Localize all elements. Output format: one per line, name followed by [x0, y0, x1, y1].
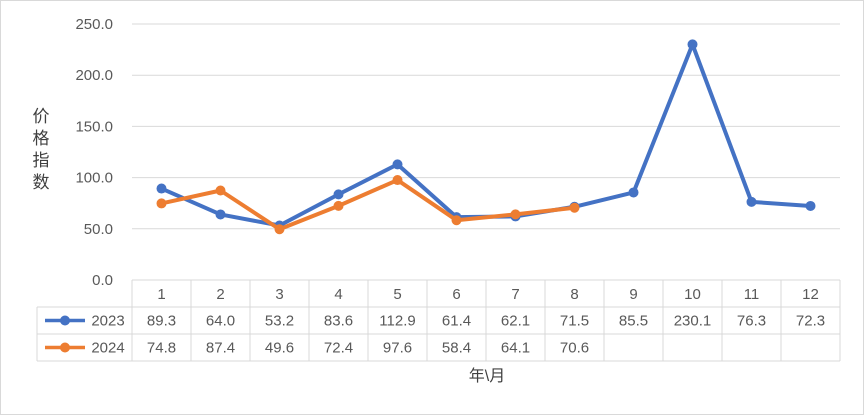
data-point-2023 [156, 183, 167, 194]
data-table-value: 61.4 [442, 313, 471, 330]
x-tick-label: 3 [275, 286, 283, 303]
x-tick-label: 10 [684, 286, 701, 303]
y-axis-label-char: 格 [33, 129, 50, 148]
data-point-2024 [451, 215, 462, 226]
data-point-2023 [392, 159, 403, 170]
x-tick-label: 8 [570, 286, 578, 303]
y-tick-label: 50.0 [84, 221, 113, 238]
data-table-value: 64.1 [501, 340, 530, 357]
data-point-2023 [687, 39, 698, 50]
data-point-2024 [510, 209, 521, 220]
data-point-2024 [215, 185, 226, 196]
data-table-value: 83.6 [324, 313, 353, 330]
series-line-2023 [159, 42, 813, 228]
data-table-value: 112.9 [379, 313, 415, 330]
legend-key-marker [60, 342, 70, 353]
data-table-value: 74.8 [147, 340, 176, 357]
data-point-2024 [274, 224, 285, 235]
x-tick-label: 7 [511, 286, 519, 303]
data-point-2024 [569, 202, 580, 213]
data-point-2024 [156, 198, 167, 209]
x-tick-label: 1 [157, 286, 165, 303]
x-tick-label: 6 [452, 286, 460, 303]
y-tick-label: 150.0 [75, 118, 113, 135]
y-axis-label-char: 指 [33, 151, 50, 170]
data-point-2023 [746, 196, 757, 207]
data-table-value: 49.6 [265, 340, 294, 357]
data-table-value: 62.1 [501, 313, 530, 330]
x-tick-label: 12 [802, 286, 819, 303]
x-tick-label: 5 [393, 286, 401, 303]
data-table-value: 64.0 [206, 313, 235, 330]
legend-key-marker [60, 315, 70, 326]
data-table-value: 72.3 [796, 313, 825, 330]
data-point-2023 [215, 209, 226, 220]
y-tick-label: 200.0 [75, 67, 113, 84]
legend-series-name: 2024 [91, 340, 124, 357]
data-table-value: 85.5 [619, 313, 648, 330]
data-table-value: 53.2 [265, 313, 294, 330]
data-table-value: 97.6 [383, 340, 412, 357]
y-tick-label: 250.0 [75, 16, 113, 33]
y-axis-ticks: 0.0 50.0 100.0 150.0 200.0 250.0 [75, 16, 113, 289]
y-tick-label: 100.0 [75, 170, 113, 187]
x-tick-label: 4 [334, 286, 342, 303]
data-table-value: 71.5 [560, 313, 589, 330]
data-point-2023 [628, 187, 639, 198]
legend-series-name: 2023 [91, 313, 124, 330]
data-point-2023 [805, 200, 816, 211]
y-tick-label: 0.0 [92, 272, 113, 289]
series-lines [156, 39, 816, 235]
data-point-2024 [333, 200, 344, 211]
x-tick-label: 11 [744, 286, 760, 303]
data-table-value: 72.4 [324, 340, 353, 357]
y-axis-label-char: 数 [33, 173, 50, 192]
series-line-2024 [159, 178, 577, 232]
data-table-value: 76.3 [737, 313, 766, 330]
x-axis-label: 年\月 [469, 367, 505, 385]
data-table-value: 70.6 [560, 340, 589, 357]
data-table-value: 89.3 [147, 313, 176, 330]
x-tick-label: 9 [629, 286, 637, 303]
data-point-2023 [333, 189, 344, 200]
data-table-value: 87.4 [206, 340, 235, 357]
data-table-value: 58.4 [442, 340, 471, 357]
data-point-2024 [392, 175, 403, 186]
data-table-value: 230.1 [674, 313, 712, 330]
y-axis-label-char: 价 [33, 107, 50, 126]
x-tick-label: 2 [216, 286, 224, 303]
